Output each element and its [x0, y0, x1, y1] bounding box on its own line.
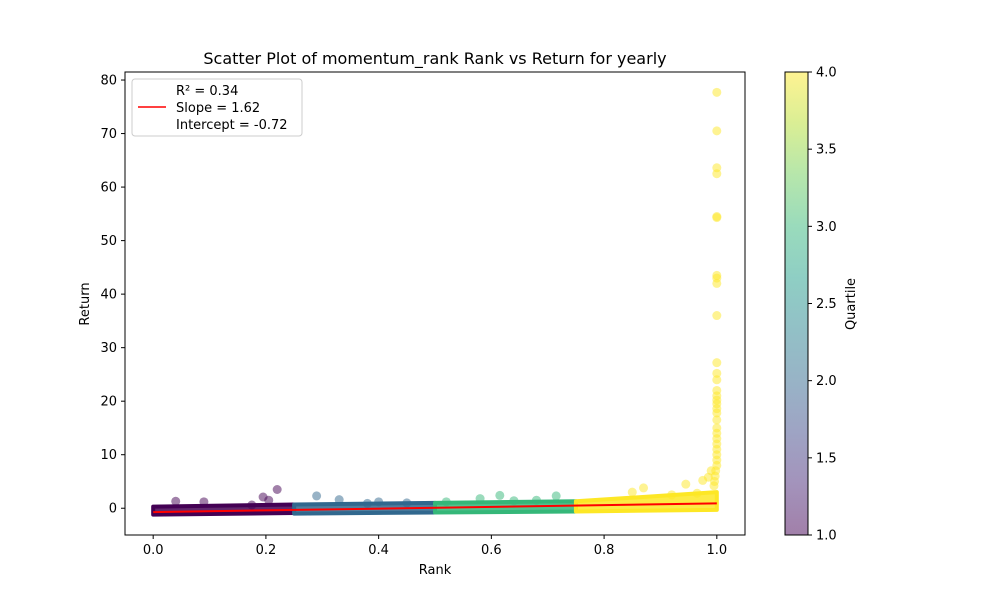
y-tick-label: 40: [100, 288, 117, 303]
data-point-q4: [712, 415, 722, 425]
data-point-q4: [692, 488, 702, 498]
data-point-q4: [712, 408, 722, 418]
x-tick-label: 0.6: [481, 543, 502, 558]
data-point-q3: [509, 496, 519, 506]
data-point-q4: [712, 375, 722, 385]
y-tick-label: 70: [100, 127, 117, 142]
legend: R² = 0.34 Slope = 1.62 Intercept = -0.72: [131, 78, 303, 137]
data-point-q3: [441, 497, 451, 507]
data-point-q1: [171, 496, 181, 506]
data-point-q2: [312, 491, 322, 501]
data-point-q1: [247, 500, 257, 510]
data-point-q2: [334, 495, 344, 505]
colorbar-tick-label: 3.5: [816, 143, 837, 158]
data-point-q4: [712, 368, 722, 378]
legend-intercept: Intercept = -0.72: [176, 118, 288, 133]
data-point-q1: [264, 495, 274, 505]
data-point-q3: [495, 490, 505, 500]
data-point-q3: [551, 491, 561, 501]
x-tick-label: 0.8: [594, 543, 615, 558]
y-tick-label: 60: [100, 181, 117, 196]
colorbar-label: Quartile: [844, 278, 859, 330]
y-axis: 0 10 20 30 40 50 60 70 80: [100, 74, 125, 517]
scatter-points: [171, 87, 722, 510]
data-point-q3: [475, 494, 485, 504]
data-point-q1: [199, 497, 209, 507]
y-tick-label: 10: [100, 448, 117, 463]
data-point-q4: [709, 481, 719, 491]
data-point-q4: [712, 169, 722, 179]
legend-r2: R² = 0.34: [176, 84, 238, 99]
data-point-q4: [627, 487, 637, 497]
x-axis-label: Rank: [419, 563, 452, 578]
regression-line: [153, 502, 717, 514]
legend-slope: Slope = 1.62: [176, 101, 260, 116]
data-point-q4: [712, 311, 722, 321]
x-axis: 0.0 0.2 0.4 0.6 0.8 1.0: [143, 535, 727, 558]
data-point-q4: [712, 126, 722, 136]
chart-title: Scatter Plot of momentum_rank Rank vs Re…: [203, 49, 666, 69]
legend-box: [131, 78, 303, 137]
data-point-q4: [639, 483, 649, 493]
data-point-q2: [374, 497, 384, 507]
colorbar-tick-label: 4.0: [816, 66, 837, 81]
data-point-q4: [681, 479, 691, 489]
x-tick-label: 0.2: [256, 543, 277, 558]
colorbar-gradient: [785, 72, 808, 535]
data-point-q4: [712, 87, 722, 97]
colorbar-tick-label: 2.0: [816, 374, 837, 389]
colorbar-tick-label: 1.0: [816, 529, 837, 544]
colorbar-tick-label: 3.0: [816, 220, 837, 235]
colorbar-tick-label: 2.5: [816, 297, 837, 312]
data-point-q4: [712, 358, 722, 368]
x-tick-label: 0.0: [143, 543, 164, 558]
y-tick-label: 50: [100, 234, 117, 249]
data-point-q4: [712, 278, 722, 288]
data-point-q1: [272, 485, 282, 495]
colorbar: 1.0 1.5 2.0 2.5 3.0 3.5 4.0 Quartile: [784, 66, 859, 544]
x-tick-label: 1.0: [706, 543, 727, 558]
colorbar-ticks: 1.0 1.5 2.0 2.5 3.0 3.5 4.0: [808, 66, 837, 544]
data-point-q3: [531, 495, 541, 505]
y-axis-label: Return: [78, 282, 93, 325]
data-point-q2: [402, 498, 412, 508]
x-tick-label: 0.4: [368, 543, 389, 558]
colorbar-tick-label: 1.5: [816, 451, 837, 466]
y-tick-label: 30: [100, 341, 117, 356]
y-tick-label: 20: [100, 395, 117, 410]
regression-layer: [153, 502, 717, 514]
data-point-q4: [712, 213, 722, 223]
plot-frame: [124, 71, 746, 536]
y-tick-label: 0: [109, 502, 117, 517]
y-tick-label: 80: [100, 74, 117, 89]
data-point-q2: [362, 498, 372, 508]
data-point-q4: [667, 490, 677, 500]
